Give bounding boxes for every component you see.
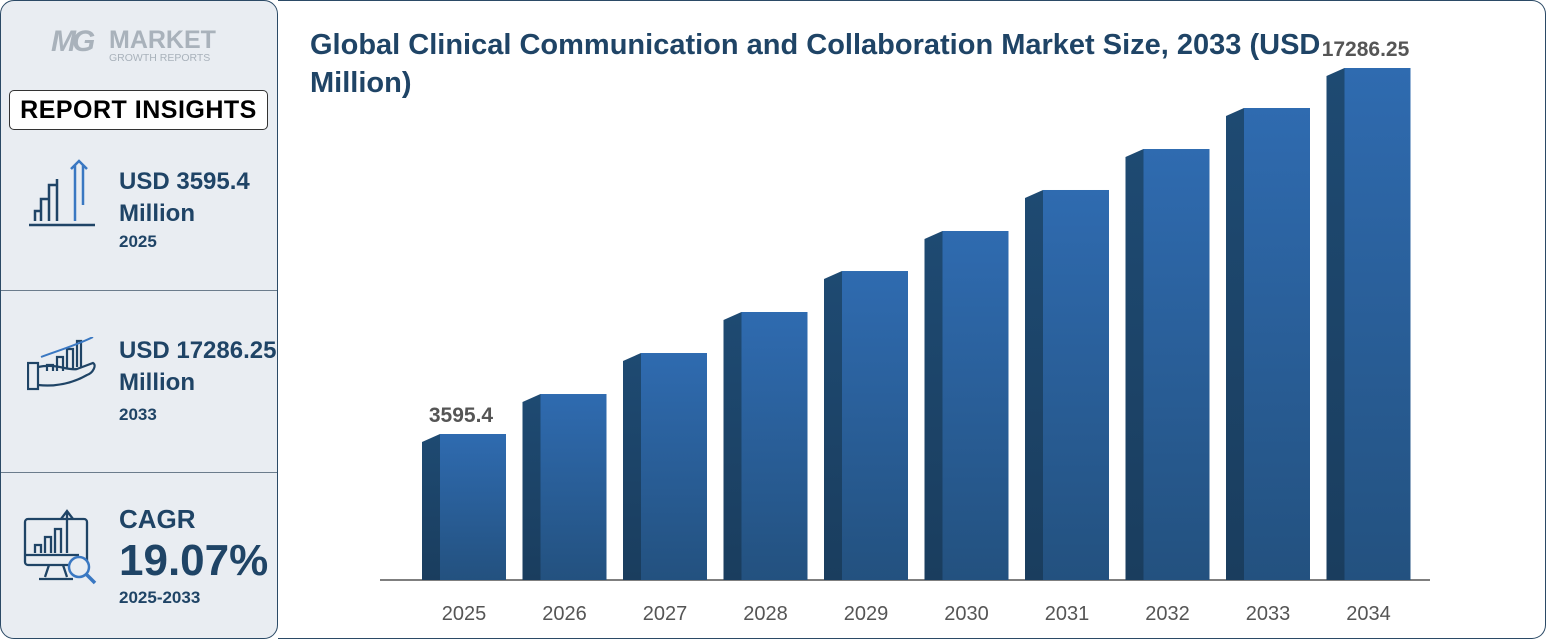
- chart-title: Global Clinical Communication and Collab…: [310, 29, 1321, 99]
- hand-growth-chart-icon: [27, 337, 96, 391]
- bar-chart-arrow-icon: [29, 159, 95, 227]
- x-tick-label: 2025: [442, 603, 487, 625]
- x-tick-label: 2032: [1145, 603, 1190, 625]
- bar-side: [1025, 189, 1043, 580]
- data-label: 3595.4: [429, 404, 494, 427]
- bar: [641, 353, 707, 580]
- x-tick-label: 2026: [542, 603, 587, 625]
- divider: [1, 290, 277, 291]
- bar-side: [1125, 149, 1144, 580]
- market-value-2025-year: 2025: [119, 232, 157, 251]
- bar-side: [1326, 68, 1345, 580]
- bar-side: [422, 434, 440, 580]
- cagr-period: 2025-2033: [119, 588, 201, 607]
- bar-side: [723, 312, 742, 580]
- bar-side: [522, 394, 541, 580]
- market-value-2025-unit: Million: [119, 200, 195, 227]
- data-label: 17286.25: [1322, 38, 1410, 61]
- market-value-2025: USD 3595.4: [119, 168, 250, 195]
- divider: [1, 472, 277, 473]
- x-tick-label: 2034: [1346, 603, 1391, 625]
- cagr-value: 19.07%: [119, 536, 269, 585]
- bar: [842, 271, 908, 580]
- report-insights-heading: REPORT INSIGHTS: [9, 90, 268, 130]
- bar-side: [924, 230, 943, 580]
- bar: [942, 230, 1009, 580]
- monitor-analytics-search-icon: [23, 509, 97, 585]
- x-tick-label: 2030: [944, 603, 989, 625]
- bar: [1143, 149, 1210, 580]
- market-value-2033: USD 17286.25: [119, 337, 277, 364]
- cagr-label: CAGR: [119, 504, 196, 534]
- chart-frame: [278, 0, 1546, 639]
- market-value-2033-unit: Million: [119, 369, 195, 396]
- x-tick-label: 2027: [643, 603, 688, 625]
- x-tick-label: 2028: [743, 603, 788, 625]
- report-insights-panel: MG MARKET GROWTH REPORTS REPORT INSIGHTS…: [0, 0, 278, 639]
- bar: [1244, 107, 1310, 581]
- x-tick-label: 2029: [844, 603, 889, 625]
- bar: [741, 312, 808, 580]
- bar: [1043, 189, 1109, 580]
- bar: [1344, 68, 1411, 580]
- bar: [540, 394, 607, 580]
- bar-side: [623, 353, 641, 580]
- bar-side: [1226, 107, 1244, 581]
- market-growth-reports-logo: MG MARKET GROWTH REPORTS: [51, 25, 216, 64]
- bar-side: [824, 271, 842, 580]
- market-value-2033-year: 2033: [119, 405, 157, 424]
- x-tick-label: 2031: [1045, 603, 1090, 625]
- x-tick-label: 2033: [1246, 603, 1291, 625]
- bar: [440, 434, 506, 580]
